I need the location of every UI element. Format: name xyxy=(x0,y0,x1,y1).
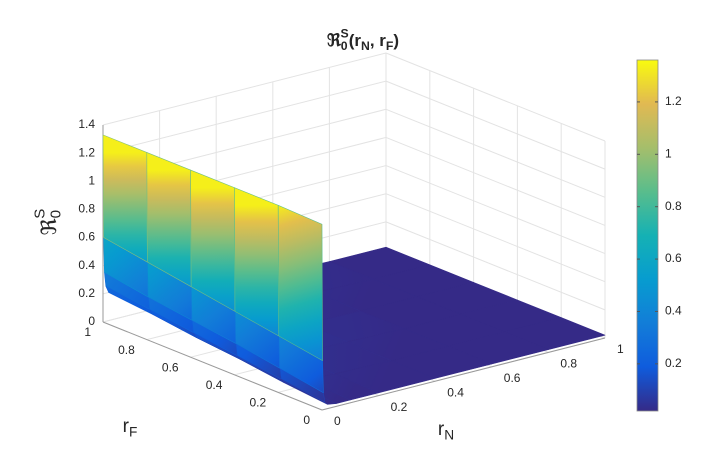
colorbar xyxy=(636,59,659,412)
chart-title-part: ) xyxy=(393,31,399,50)
chart-title: ℜ0S(rN, rF) xyxy=(327,27,399,54)
z-tick-label: 1 xyxy=(88,173,95,187)
z-axis-label-part: S xyxy=(32,209,49,219)
z-tick-label: 0.8 xyxy=(78,202,95,216)
y-tick-label: 0.6 xyxy=(162,360,179,374)
x-tick-label: 0.4 xyxy=(447,385,464,399)
y-tick-label: 0.8 xyxy=(118,343,135,357)
y-tick-label: 0 xyxy=(303,413,310,427)
colorbar-tick-label: 0.4 xyxy=(665,304,682,318)
y-axis-line xyxy=(102,321,323,411)
z-tick-label: 0 xyxy=(88,314,95,328)
x-tick-label: 0 xyxy=(334,414,341,428)
surface-patch xyxy=(277,204,323,361)
x-tick-label: 0.2 xyxy=(391,400,408,414)
surface-patch xyxy=(190,169,236,312)
grid-line xyxy=(385,165,606,255)
surface-patch xyxy=(234,187,280,337)
chart-title-part: S xyxy=(341,27,349,41)
x-axis-label: rN xyxy=(438,419,454,442)
chart-title-part: ℜ xyxy=(327,31,342,50)
x-tick-label: 0.8 xyxy=(560,357,577,371)
grid-line xyxy=(102,80,387,154)
x-tick-label: 0.6 xyxy=(504,371,521,385)
y-axis-label: rF xyxy=(123,416,138,439)
y-tick-label: 0.2 xyxy=(250,396,267,410)
colorbar-tick-label: 0.8 xyxy=(665,199,682,213)
z-axis-label-part: ℜ xyxy=(38,218,61,235)
colorbar-tick-label: 1 xyxy=(665,146,672,160)
grid-line xyxy=(385,136,606,226)
chart-title-part: , r xyxy=(370,31,386,50)
y-tick-label: 1 xyxy=(84,325,91,339)
grid-line xyxy=(385,108,606,198)
chart-title-part: F xyxy=(386,39,394,53)
z-tick-label: 0.6 xyxy=(78,230,95,244)
z-tick-label: 1.2 xyxy=(78,145,95,159)
grid-line xyxy=(385,52,606,142)
chart-title-part: 0 xyxy=(341,39,348,53)
y-axis-label-part: r xyxy=(123,416,130,437)
colorbar-tick-label: 0.2 xyxy=(665,356,682,370)
z-tick-label: 0.4 xyxy=(78,258,95,272)
grid-line xyxy=(385,193,606,283)
y-tick-label: 0.4 xyxy=(206,378,223,392)
chart-title-part: (r xyxy=(349,31,362,50)
z-axis-label: ℜ0S xyxy=(32,209,65,236)
x-tick-label: 1 xyxy=(617,342,624,356)
colorbar-tick-label: 0.6 xyxy=(665,251,682,265)
grid-line xyxy=(385,221,606,311)
y-axis-label-part: F xyxy=(129,424,137,439)
x-axis-label-part: r xyxy=(438,419,445,440)
z-tick-label: 0.2 xyxy=(78,286,95,300)
chart-title-part: N xyxy=(361,39,370,53)
grid-line xyxy=(102,52,387,126)
colorbar-tick-label: 1.2 xyxy=(665,94,682,108)
x-axis-line xyxy=(321,337,606,411)
x-axis-label-part: N xyxy=(444,427,454,442)
z-tick-label: 1.4 xyxy=(78,117,95,131)
z-axis-label-part: 0 xyxy=(47,210,64,218)
grid-line xyxy=(385,80,606,170)
